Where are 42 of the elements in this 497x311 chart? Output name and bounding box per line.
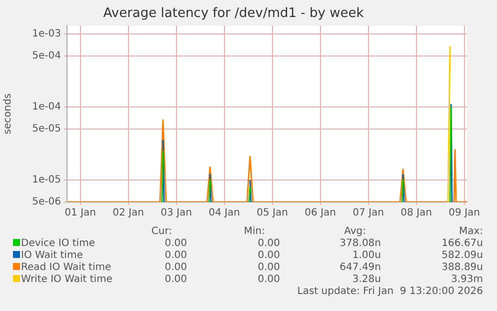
text: 647.49n — [340, 262, 381, 274]
text: 0.00 — [164, 250, 187, 262]
legend-label: IO Wait time — [20, 250, 83, 262]
x-tick-label: 05 Jan — [256, 208, 288, 219]
text: 0.00 — [258, 262, 280, 274]
y-tick-label: 5e-04 — [32, 50, 61, 62]
text: Cur: — [151, 226, 172, 238]
x-tick-label: 04 Jan — [208, 208, 240, 219]
text: Avg: — [344, 226, 366, 238]
text: 3.28u — [352, 274, 381, 286]
x-tick-label: 02 Jan — [112, 208, 144, 219]
y-tick-label: 1e-05 — [32, 174, 61, 186]
chart-title: Average latency for /dev/md1 - by week — [103, 6, 364, 22]
legend-label: Write IO Wait time — [20, 274, 112, 286]
x-tick-label: 06 Jan — [304, 208, 336, 219]
text: 166.67u — [442, 238, 483, 250]
x-tick-label: 01 Jan — [64, 208, 96, 219]
y-tick-label: 1e-03 — [32, 28, 61, 40]
x-tick-label: 08 Jan — [400, 208, 432, 219]
x-tick-label: 07 Jan — [352, 208, 384, 219]
y-axis-title: seconds — [2, 93, 14, 134]
legend-label: Device IO time — [20, 238, 95, 250]
text: 0.00 — [164, 262, 187, 274]
text: 1.00u — [352, 250, 381, 262]
text: Min: — [244, 226, 265, 238]
text: 0.00 — [258, 238, 280, 250]
text: 582.09u — [442, 250, 483, 262]
text: 0.00 — [258, 250, 280, 262]
text: 0.00 — [164, 274, 187, 286]
legend-label: Read IO Wait time — [20, 262, 112, 274]
x-tick-label: 09 Jan — [448, 208, 480, 219]
y-tick-label: 5e-06 — [32, 196, 61, 208]
text: Last update: Fri Jan 9 13:20:00 2026 — [297, 286, 483, 298]
text: Max: — [458, 226, 483, 238]
text: 0.00 — [164, 238, 187, 250]
text: 378.08n — [340, 238, 381, 250]
y-tick-label: 5e-05 — [32, 124, 61, 135]
text: 0.00 — [258, 274, 280, 286]
text: 3.93m — [450, 274, 483, 286]
x-tick-label: 03 Jan — [160, 208, 192, 219]
y-tick-label: 1e-04 — [32, 102, 61, 113]
text: 388.89u — [442, 262, 483, 274]
